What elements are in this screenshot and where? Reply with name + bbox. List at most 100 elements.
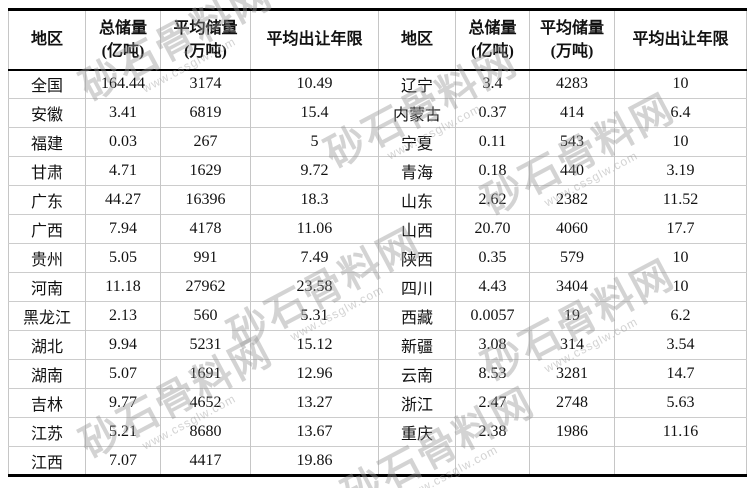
cell-region: 辽宁	[378, 69, 456, 99]
cell-total-reserves: 5.21	[85, 417, 161, 447]
cell-region: 全国	[8, 69, 86, 99]
cell-total-reserves: 20.70	[455, 214, 530, 244]
header-unit: (亿吨)	[101, 42, 145, 60]
cell-region: 江苏	[8, 417, 86, 447]
cell-region: 湖北	[8, 330, 86, 360]
cell-average-reserves: 4652	[160, 388, 251, 418]
cell-total-reserves: 164.44	[85, 69, 161, 99]
cell-average-transfer-years: 10.49	[250, 69, 379, 99]
cell-total-reserves: 3.08	[455, 330, 530, 360]
cell-average-transfer-years: 14.7	[614, 359, 747, 389]
column-header-right-2: 平均储量 (万吨)	[529, 9, 615, 71]
cell-average-transfer-years: 3.19	[614, 156, 747, 186]
cell-total-reserves: 0.0057	[455, 301, 530, 331]
cell-region: 西藏	[378, 301, 456, 331]
cell-average-transfer-years	[614, 446, 747, 476]
column-header-left-3: 平均出让年限	[250, 9, 379, 71]
cell-region: 陕西	[378, 243, 456, 273]
cell-region: 云南	[378, 359, 456, 389]
table-row: 全国 164.44 3174 10.49 辽宁 3.4 4283 10	[8, 69, 747, 99]
cell-total-reserves: 5.07	[85, 359, 161, 389]
cell-average-reserves: 1691	[160, 359, 251, 389]
cell-average-reserves: 267	[160, 127, 251, 157]
header-label: 地区	[30, 31, 63, 49]
cell-average-reserves: 440	[529, 156, 615, 186]
cell-total-reserves: 5.05	[85, 243, 161, 273]
cell-region: 重庆	[378, 417, 456, 447]
cell-average-transfer-years: 10	[614, 243, 747, 273]
cell-average-transfer-years: 5.63	[614, 388, 747, 418]
cell-region: 新疆	[378, 330, 456, 360]
cell-average-transfer-years: 10	[614, 272, 747, 302]
cell-total-reserves: 2.62	[455, 185, 530, 215]
table-body: 全国 164.44 3174 10.49 辽宁 3.4 4283 10 安徽 3.41 6819 15…	[8, 69, 747, 476]
cell-average-reserves: 6819	[160, 98, 251, 128]
cell-total-reserves: 0.35	[455, 243, 530, 273]
cell-region: 山西	[378, 214, 456, 244]
cell-total-reserves: 3.41	[85, 98, 161, 128]
cell-region: 江西	[8, 446, 86, 476]
cell-average-reserves: 4178	[160, 214, 251, 244]
header-label: 地区	[400, 31, 433, 49]
cell-total-reserves: 7.94	[85, 214, 161, 244]
cell-average-reserves: 4060	[529, 214, 615, 244]
table-row: 贵州 5.05 991 7.49 陕西 0.35 579 10	[8, 243, 747, 273]
cell-region: 山东	[378, 185, 456, 215]
table-row: 福建 0.03 267 5 宁夏 0.11 543 10	[8, 127, 747, 157]
header-label: 平均储量	[539, 19, 604, 37]
cell-average-reserves: 314	[529, 330, 615, 360]
cell-total-reserves: 2.38	[455, 417, 530, 447]
cell-region: 贵州	[8, 243, 86, 273]
cell-average-reserves: 3404	[529, 272, 615, 302]
cell-region: 福建	[8, 127, 86, 157]
cell-total-reserves: 0.37	[455, 98, 530, 128]
cell-total-reserves: 44.27	[85, 185, 161, 215]
cell-average-reserves: 579	[529, 243, 615, 273]
cell-region: 吉林	[8, 388, 86, 418]
cell-average-transfer-years: 6.2	[614, 301, 747, 331]
cell-average-reserves: 16396	[160, 185, 251, 215]
header-label: 总储量	[98, 19, 147, 37]
table-row: 广东 44.27 16396 18.3 山东 2.62 2382 11.52	[8, 185, 747, 215]
cell-average-transfer-years: 5	[250, 127, 379, 157]
cell-average-transfer-years: 6.4	[614, 98, 747, 128]
cell-total-reserves: 2.13	[85, 301, 161, 331]
cell-region: 宁夏	[378, 127, 456, 157]
cell-total-reserves: 0.03	[85, 127, 161, 157]
cell-average-transfer-years: 10	[614, 127, 747, 157]
table-row: 湖南 5.07 1691 12.96 云南 8.53 3281 14.7	[8, 359, 747, 389]
cell-average-reserves	[529, 446, 615, 476]
cell-average-reserves: 4283	[529, 69, 615, 99]
header-label: 平均储量	[173, 19, 238, 37]
cell-average-transfer-years: 5.31	[250, 301, 379, 331]
cell-region: 内蒙古	[378, 98, 456, 128]
header-unit: (万吨)	[550, 42, 594, 60]
cell-average-reserves: 3281	[529, 359, 615, 389]
table-row: 江苏 5.21 8680 13.67 重庆 2.38 1986 11.16	[8, 417, 747, 447]
cell-average-reserves: 4417	[160, 446, 251, 476]
table-row: 安徽 3.41 6819 15.4 内蒙古 0.37 414 6.4	[8, 98, 747, 128]
cell-average-reserves: 5231	[160, 330, 251, 360]
cell-average-transfer-years: 19.86	[250, 446, 379, 476]
cell-region: 青海	[378, 156, 456, 186]
cell-region: 黑龙江	[8, 301, 86, 331]
header-label: 总储量	[468, 19, 517, 37]
cell-average-transfer-years: 15.4	[250, 98, 379, 128]
cell-average-reserves: 2382	[529, 185, 615, 215]
column-header-left-2: 平均储量 (万吨)	[160, 9, 251, 71]
cell-average-transfer-years: 12.96	[250, 359, 379, 389]
header-row: 地区 总储量 (亿吨) 平均储量 (万吨) 平均出让年限 地区 总储量 (亿吨) 平均储量 (万吨)…	[8, 9, 747, 71]
cell-average-transfer-years: 3.54	[614, 330, 747, 360]
header-label: 平均出让年限	[266, 31, 363, 49]
table-row: 甘肃 4.71 1629 9.72 青海 0.18 440 3.19	[8, 156, 747, 186]
cell-average-transfer-years: 11.52	[614, 185, 747, 215]
cell-average-reserves: 543	[529, 127, 615, 157]
table-row: 江西 7.07 4417 19.86	[8, 446, 747, 476]
table-row: 广西 7.94 4178 11.06 山西 20.70 4060 17.7	[8, 214, 747, 244]
column-header-right-3: 平均出让年限	[614, 9, 747, 71]
cell-average-transfer-years: 23.58	[250, 272, 379, 302]
cell-region: 湖南	[8, 359, 86, 389]
cell-total-reserves: 7.07	[85, 446, 161, 476]
cell-region: 四川	[378, 272, 456, 302]
